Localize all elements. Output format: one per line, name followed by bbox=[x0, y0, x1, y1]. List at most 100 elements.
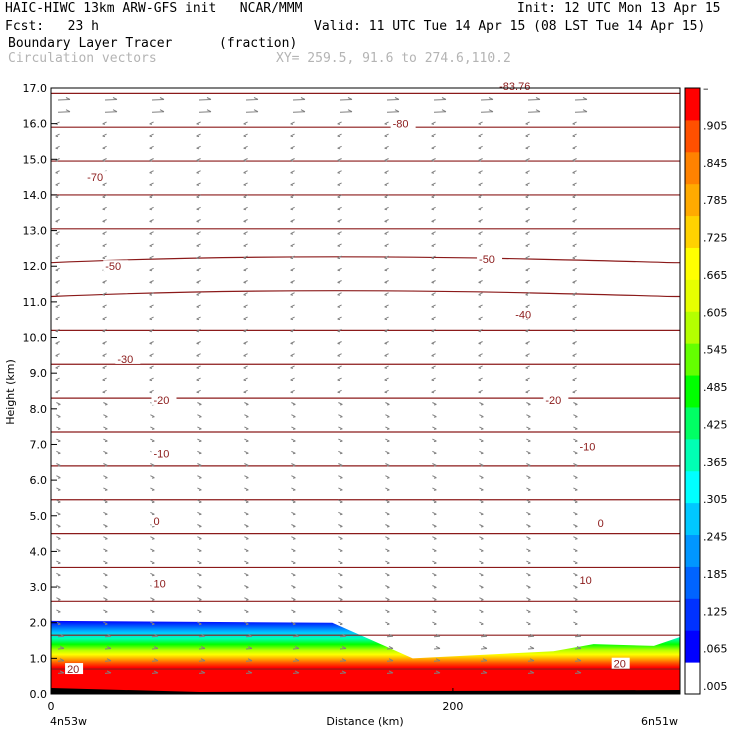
circulation-vector bbox=[479, 499, 484, 504]
circulation-vector bbox=[525, 353, 530, 357]
circulation-vector bbox=[150, 487, 155, 491]
circulation-vector bbox=[526, 487, 531, 491]
circulation-vector bbox=[338, 597, 343, 601]
colorbar-swatch bbox=[685, 88, 700, 121]
circulation-vector bbox=[290, 243, 295, 247]
circulation-vector bbox=[480, 97, 494, 101]
circulation-vector bbox=[337, 280, 342, 284]
circulation-vector bbox=[526, 402, 531, 406]
circulation-vector bbox=[149, 170, 154, 174]
circulation-vector bbox=[102, 304, 107, 308]
circulation-vector bbox=[290, 121, 295, 125]
circulation-vector bbox=[479, 536, 484, 540]
circulation-vector bbox=[196, 243, 201, 247]
y-tick-label: 11.0 bbox=[23, 296, 48, 309]
circulation-vector bbox=[196, 389, 201, 394]
circulation-vector bbox=[149, 231, 154, 235]
circulation-vector bbox=[573, 402, 578, 406]
colorbar-swatch bbox=[685, 502, 700, 536]
circulation-vector bbox=[196, 133, 201, 138]
circulation-vector bbox=[525, 133, 530, 138]
circulation-vector bbox=[525, 170, 530, 174]
circulation-vector bbox=[197, 609, 202, 613]
circulation-vector bbox=[55, 377, 60, 382]
circulation-vector bbox=[337, 158, 342, 162]
circulation-vector bbox=[102, 389, 107, 394]
circulation-vector bbox=[432, 597, 437, 601]
circulation-vector bbox=[572, 219, 577, 223]
circulation-vector bbox=[291, 560, 296, 565]
circulation-vector bbox=[386, 658, 394, 662]
circulation-vector bbox=[384, 316, 389, 321]
circulation-vector bbox=[244, 536, 249, 540]
circulation-vector bbox=[572, 255, 577, 260]
circulation-vector bbox=[480, 109, 494, 113]
colorbar-label: .665 bbox=[703, 269, 728, 282]
circulation-vector bbox=[573, 475, 578, 479]
contour-label: 0 bbox=[598, 518, 604, 530]
circulation-vector bbox=[432, 450, 437, 455]
circulation-vector bbox=[337, 182, 342, 186]
circulation-vector bbox=[384, 133, 389, 138]
circulation-vector bbox=[525, 341, 530, 345]
circulation-vector bbox=[291, 585, 296, 589]
circulation-vector bbox=[55, 145, 60, 150]
circulation-vector bbox=[480, 670, 488, 674]
contour-label-bg bbox=[611, 657, 630, 669]
circulation-vector bbox=[244, 438, 249, 443]
circulation-vector bbox=[572, 267, 577, 272]
circulation-vector bbox=[432, 524, 437, 528]
circulation-vector bbox=[57, 670, 65, 674]
circulation-vector bbox=[479, 511, 484, 516]
circulation-vector bbox=[525, 182, 530, 186]
circulation-vector bbox=[385, 487, 390, 491]
circulation-vector bbox=[104, 633, 112, 638]
circulation-vector bbox=[291, 524, 296, 528]
circulation-vector bbox=[572, 365, 577, 369]
circulation-vector bbox=[243, 121, 248, 125]
circulation-vector bbox=[103, 560, 108, 565]
circulation-vector bbox=[338, 450, 343, 455]
circulation-vector bbox=[103, 438, 108, 443]
circulation-vector bbox=[385, 597, 390, 601]
circulation-vector bbox=[149, 341, 154, 345]
circulation-vector bbox=[573, 438, 578, 443]
circulation-vector bbox=[525, 255, 530, 260]
circulation-vector bbox=[150, 475, 155, 479]
circulation-vector bbox=[478, 389, 483, 394]
circulation-vector bbox=[572, 353, 577, 357]
circulation-vector bbox=[102, 365, 107, 369]
circulation-vector bbox=[196, 206, 201, 211]
circulation-vector bbox=[243, 219, 248, 223]
circulation-vector bbox=[197, 621, 202, 626]
circulation-vector bbox=[102, 121, 107, 125]
circulation-vector bbox=[337, 243, 342, 247]
circulation-vector bbox=[572, 133, 577, 138]
circulation-vector bbox=[338, 524, 343, 528]
y-tick-label: 15.0 bbox=[23, 153, 48, 166]
circulation-vector bbox=[243, 377, 248, 382]
circulation-vector bbox=[433, 670, 441, 674]
circulation-vector bbox=[198, 97, 212, 101]
circulation-vector bbox=[337, 292, 342, 296]
circulation-vector bbox=[243, 158, 248, 162]
circulation-vector bbox=[290, 353, 295, 357]
colorbar-label: .365 bbox=[703, 456, 728, 469]
circulation-vector bbox=[56, 609, 61, 613]
circulation-vector bbox=[478, 365, 483, 369]
circulation-vector bbox=[432, 487, 437, 491]
circulation-vector bbox=[478, 341, 483, 345]
contour-label-bg bbox=[513, 308, 539, 320]
contour-label: 10 bbox=[153, 578, 165, 590]
circulation-vector bbox=[432, 499, 437, 504]
colorbar-label: .725 bbox=[703, 232, 728, 245]
circulation-vector bbox=[384, 145, 389, 150]
circulation-vector bbox=[243, 133, 248, 138]
circulation-vector bbox=[384, 389, 389, 394]
circulation-vector bbox=[338, 414, 343, 418]
circulation-vector bbox=[102, 377, 107, 382]
colorbar-swatch bbox=[685, 247, 700, 280]
colorbar-swatch bbox=[685, 119, 700, 153]
circulation-vector bbox=[243, 206, 248, 211]
circulation-vector bbox=[384, 267, 389, 272]
